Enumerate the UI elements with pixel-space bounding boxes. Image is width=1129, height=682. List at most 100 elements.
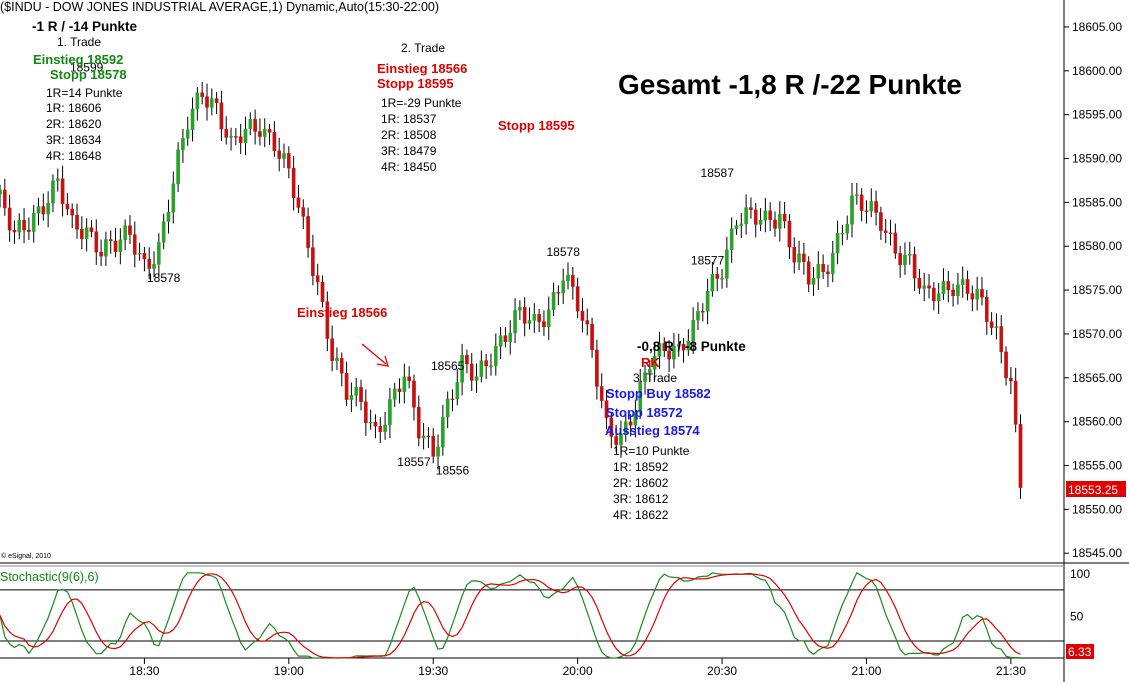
candle-body — [479, 360, 484, 377]
time-tick-label: 19:00 — [274, 664, 304, 678]
candle-body — [378, 426, 383, 432]
candle-body — [12, 229, 17, 233]
candle-body — [869, 201, 874, 212]
trade2-line: 4R: 18450 — [381, 160, 437, 174]
trade1-line: 1R=14 Punkte — [46, 86, 123, 100]
candle-body — [195, 92, 200, 110]
candle-body — [214, 98, 219, 103]
trade2-line: 1R: 18537 — [381, 112, 437, 126]
trade3-title: 3. Trade — [633, 371, 677, 385]
candle-body — [31, 212, 36, 232]
chart-title: ($INDU - DOW JONES INDUSTRIAL AVERAGE,1)… — [0, 0, 439, 14]
candle-body — [638, 381, 643, 413]
candle-body — [898, 253, 902, 266]
candle-body — [383, 424, 387, 432]
candle-body — [407, 376, 411, 382]
candle-body — [65, 203, 70, 210]
time-tick-label: 20:30 — [707, 664, 737, 678]
candle-body — [936, 293, 941, 302]
candle-body — [1018, 424, 1023, 488]
candle-body — [450, 398, 455, 401]
candle-body — [46, 203, 50, 215]
candle-body — [161, 221, 166, 243]
candle-body — [416, 407, 421, 439]
price-panel-bg — [0, 0, 1064, 563]
candle-body — [758, 219, 763, 225]
price-point-label: 18565 — [431, 359, 465, 373]
trade3-annotation: -0,8 R / -8 Punkte RK 3. Trade Stopp Buy… — [605, 339, 746, 522]
trade1-annotation: -1 R / -14 Punkte 1. Trade Einstieg 1859… — [32, 19, 138, 163]
candle-body — [970, 293, 975, 300]
trade2-line: 3R: 18479 — [381, 144, 437, 158]
candle-body — [768, 210, 772, 221]
candle-body — [753, 209, 758, 225]
candle-body — [614, 436, 618, 445]
candle-body — [956, 284, 960, 296]
candle-body — [315, 275, 320, 283]
candle-body — [291, 167, 296, 198]
price-point-label: 18577 — [691, 254, 725, 268]
candle-body — [421, 435, 426, 439]
price-tick-label: 18580.00 — [1072, 239, 1122, 253]
candle-body — [224, 128, 229, 138]
candle-body — [339, 358, 344, 374]
candle-body — [36, 206, 41, 214]
candle-body — [686, 340, 691, 351]
trade2-line: 2R: 18508 — [381, 128, 437, 142]
candle-body — [484, 360, 488, 367]
candle-body — [94, 231, 99, 253]
candle-body — [705, 291, 710, 312]
candle-body — [850, 195, 854, 225]
stochastic-tick-label: 50 — [1070, 609, 1084, 623]
candle-body — [455, 382, 460, 400]
candle-body — [787, 220, 792, 248]
candle-body — [469, 363, 474, 381]
candle-body — [681, 343, 686, 351]
candle-body — [720, 278, 724, 280]
candle-body — [657, 343, 662, 357]
candle-body — [561, 280, 565, 294]
candle-body — [994, 326, 999, 328]
summary-text: Gesamt -1,8 R /-22 Punkte — [618, 69, 962, 100]
candle-body — [22, 220, 26, 231]
candle-body — [879, 212, 883, 231]
candle-body — [176, 149, 180, 185]
candle-body — [556, 292, 561, 294]
candle-body — [855, 194, 859, 196]
trade1-result: -1 R / -14 Punkte — [32, 19, 138, 34]
candle-body — [648, 369, 652, 373]
candle-body — [989, 321, 994, 328]
price-point-label: 18556 — [436, 464, 470, 478]
candle-body — [84, 227, 89, 240]
stochastic-value-badge — [1066, 644, 1094, 659]
candle-body — [725, 249, 729, 279]
candle-body — [123, 225, 127, 241]
candle-body — [248, 119, 253, 129]
candle-body — [816, 264, 821, 279]
candle-body — [412, 380, 416, 408]
candle-body — [643, 372, 647, 382]
trade3-result: -0,8 R / -8 Punkte — [637, 339, 746, 354]
candle-body — [975, 289, 979, 300]
candle-body — [253, 119, 257, 132]
candle-body — [489, 365, 493, 367]
candle-body — [623, 421, 628, 434]
candle-body — [811, 277, 816, 285]
candle-body — [585, 320, 590, 325]
candle-body — [922, 285, 927, 289]
candle-body — [691, 320, 695, 342]
trade3-stop: Stopp 18572 — [606, 405, 683, 420]
candle-body — [609, 417, 614, 437]
candle-body — [734, 225, 739, 229]
candle-body — [980, 289, 984, 298]
trade3-line: 1R=10 Punkte — [613, 444, 690, 458]
trade1-line: 3R: 18634 — [46, 133, 102, 147]
candle-body — [55, 178, 60, 182]
candle-body — [806, 261, 811, 285]
trade2-stop-marker: Stopp 18595 — [498, 118, 575, 133]
entry-arrow-shaft — [361, 343, 387, 365]
candle-body — [864, 210, 869, 212]
candle-body — [551, 292, 556, 310]
candle-body — [628, 421, 633, 426]
candle-body — [436, 446, 440, 457]
